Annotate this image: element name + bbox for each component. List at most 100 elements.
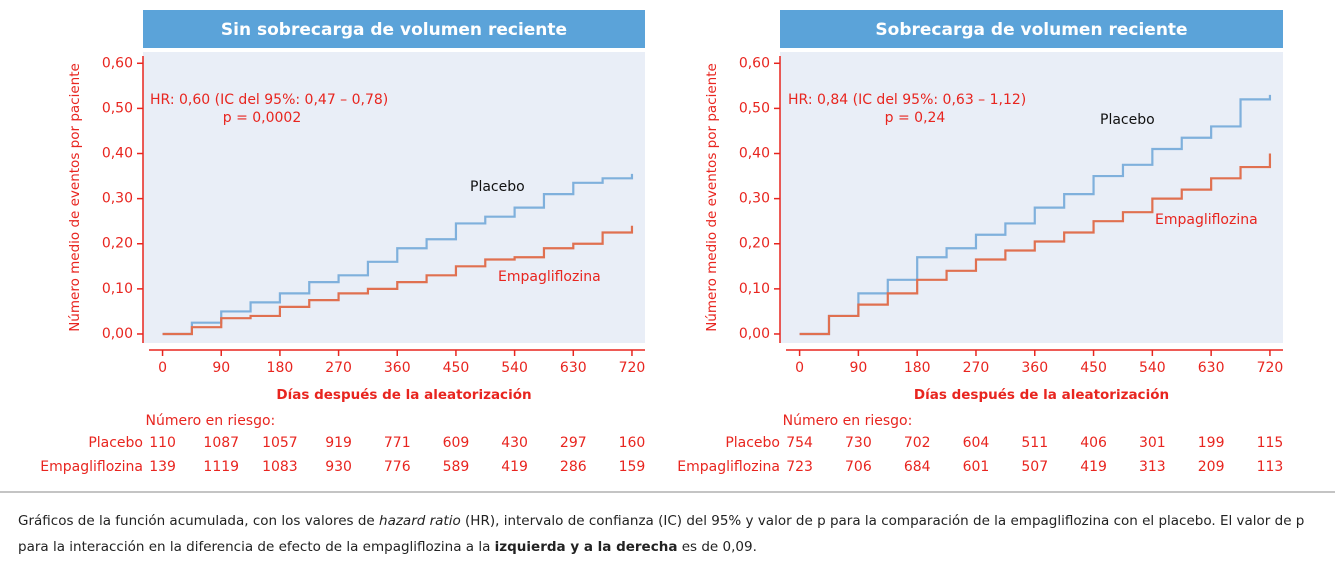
risk-value: 113 <box>1257 459 1284 475</box>
risk-value: 589 <box>443 459 470 475</box>
chart-title: Sobrecarga de volumen reciente <box>875 20 1187 40</box>
x-tick-label: 360 <box>384 360 411 376</box>
risk-value: 160 <box>619 435 646 451</box>
x-tick-label: 90 <box>849 360 867 376</box>
y-tick-label: 0,30 <box>102 191 133 207</box>
risk-value: 297 <box>560 435 587 451</box>
y-tick-label: 0,40 <box>739 146 770 162</box>
risk-value: 406 <box>1080 435 1107 451</box>
risk-value: 771 <box>384 435 411 451</box>
risk-value: 723 <box>786 459 813 475</box>
risk-value: 1087 <box>203 435 239 451</box>
risk-row-label: Placebo <box>725 435 780 451</box>
x-tick-label: 630 <box>1198 360 1225 376</box>
risk-value: 919 <box>325 435 352 451</box>
series-label: Placebo <box>1100 112 1155 128</box>
x-tick-label: 270 <box>325 360 352 376</box>
risk-value: 776 <box>384 459 411 475</box>
x-axis-title: Días después de la aleatorización <box>276 387 531 403</box>
plot-area <box>143 52 645 343</box>
risk-value: 507 <box>1021 459 1048 475</box>
series-line <box>799 153 1272 336</box>
risk-value: 419 <box>1080 459 1107 475</box>
plot-area <box>780 52 1283 343</box>
x-tick-label: 450 <box>1080 360 1107 376</box>
x-tick-label: 180 <box>904 360 931 376</box>
risk-value: 609 <box>443 435 470 451</box>
risk-value: 110 <box>149 435 176 451</box>
y-tick-label: 0,60 <box>102 55 133 71</box>
y-tick-label: 0,10 <box>739 281 770 297</box>
y-tick-label: 0,50 <box>102 100 133 116</box>
risk-value: 139 <box>149 459 176 475</box>
risk-value: 601 <box>963 459 990 475</box>
y-tick-label: 0,20 <box>102 236 133 252</box>
title-box <box>143 10 645 48</box>
y-axis-title: Número medio de eventos por paciente <box>704 63 720 332</box>
risk-value: 286 <box>560 459 587 475</box>
risk-value: 1057 <box>262 435 298 451</box>
risk-row-label: Empagliflozina <box>677 459 780 475</box>
figure: Sin sobrecarga de volumen reciente 0,00 0,… <box>0 10 1335 493</box>
risk-value: 313 <box>1139 459 1166 475</box>
x-tick-label: 0 <box>158 360 167 376</box>
y-tick-label: 0,60 <box>739 55 770 71</box>
x-tick-label: 720 <box>1257 360 1284 376</box>
caption-text: es de 0,09. <box>677 539 757 555</box>
caption-bold: izquierda y a la derecha <box>494 539 678 555</box>
risk-value: 199 <box>1198 435 1225 451</box>
x-tick-label: 630 <box>560 360 587 376</box>
annotation: HR: 0,84 (IC del 95%: 0,63 – 1,12) <box>788 92 1026 108</box>
x-tick-label: 270 <box>963 360 990 376</box>
risk-value: 430 <box>501 435 528 451</box>
risk-value: 730 <box>845 435 872 451</box>
risk-value: 301 <box>1139 435 1166 451</box>
series-line <box>799 94 1272 336</box>
risk-value: 115 <box>1257 435 1284 451</box>
y-tick-label: 0,50 <box>739 100 770 116</box>
annotation: HR: 0,60 (IC del 95%: 0,47 – 0,78) <box>150 92 388 108</box>
risk-value: 511 <box>1021 435 1048 451</box>
annotation: p = 0,0002 <box>223 110 302 126</box>
risk-title: Número en riesgo: <box>783 413 913 429</box>
series-label: Placebo <box>470 179 525 195</box>
x-tick-label: 0 <box>795 360 804 376</box>
caption: Gráficos de la función acumulada, con lo… <box>18 508 1318 560</box>
risk-title: Número en riesgo: <box>146 413 276 429</box>
series-line <box>162 173 634 336</box>
risk-value: 1083 <box>262 459 298 475</box>
annotation: p = 0,24 <box>885 110 946 126</box>
risk-value: 159 <box>619 459 646 475</box>
series-label: Empagliflozina <box>1155 212 1258 228</box>
series-label: Empagliflozina <box>498 269 601 285</box>
x-tick-label: 360 <box>1021 360 1048 376</box>
risk-value: 419 <box>501 459 528 475</box>
x-tick-label: 540 <box>501 360 528 376</box>
risk-value: 754 <box>786 435 813 451</box>
series-line <box>162 225 634 336</box>
x-tick-label: 90 <box>212 360 230 376</box>
chart-title: Sin sobrecarga de volumen reciente <box>221 20 567 40</box>
y-tick-label: 0,40 <box>102 146 133 162</box>
risk-value: 1119 <box>203 459 239 475</box>
risk-row-label: Placebo <box>88 435 143 451</box>
risk-value: 209 <box>1198 459 1225 475</box>
x-tick-label: 180 <box>267 360 294 376</box>
caption-text: (HR), intervalo de confianza (IC) del 95… <box>18 513 1305 555</box>
risk-row-label: Empagliflozina <box>40 459 143 475</box>
caption-italic: hazard ratio <box>379 513 461 529</box>
y-axis-title: Número medio de eventos por paciente <box>67 63 83 332</box>
caption-text: Gráficos de la función acumulada, con lo… <box>18 513 380 529</box>
x-tick-label: 540 <box>1139 360 1166 376</box>
y-tick-label: 0,20 <box>739 236 770 252</box>
x-tick-label: 720 <box>619 360 646 376</box>
risk-value: 706 <box>845 459 872 475</box>
risk-value: 930 <box>325 459 352 475</box>
risk-value: 684 <box>904 459 931 475</box>
y-tick-label: 0,00 <box>739 326 770 342</box>
y-tick-label: 0,10 <box>102 281 133 297</box>
y-tick-label: 0,30 <box>739 191 770 207</box>
title-box <box>780 10 1283 48</box>
y-tick-label: 0,00 <box>102 326 133 342</box>
risk-value: 702 <box>904 435 931 451</box>
